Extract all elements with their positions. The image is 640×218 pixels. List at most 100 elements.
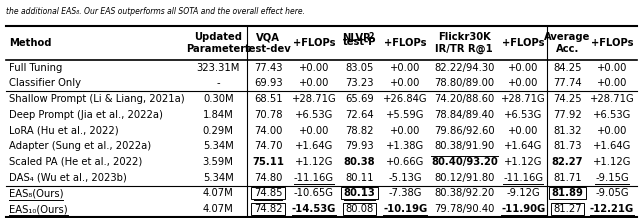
Text: 69.93: 69.93 [254,78,282,89]
Text: EAS₁₀(Ours): EAS₁₀(Ours) [9,204,68,214]
Text: +0.00: +0.00 [299,63,329,73]
Text: Scaled PA (He et al., 2022): Scaled PA (He et al., 2022) [9,157,142,167]
Text: Adapter (Sung et al., 2022a): Adapter (Sung et al., 2022a) [9,141,151,151]
Text: 80.13: 80.13 [344,188,376,198]
Bar [550,203,584,215]
Text: 81.89: 81.89 [552,188,584,198]
Text: 74.82: 74.82 [254,204,282,214]
Text: 83.05: 83.05 [346,63,374,73]
Text: +0.00: +0.00 [508,78,539,89]
Text: 77.74: 77.74 [553,78,582,89]
Text: -5.13G: -5.13G [388,173,422,183]
Bar [549,187,586,199]
Text: +0.00: +0.00 [508,63,539,73]
Text: +0.00: +0.00 [597,78,627,89]
Bar [252,203,285,215]
Text: +FLOPs: +FLOPs [292,38,335,48]
Text: 4.07M: 4.07M [203,204,234,214]
Text: -10.65G: -10.65G [294,188,334,198]
Text: 80.38: 80.38 [344,157,376,167]
Text: 5.34M: 5.34M [203,173,234,183]
Text: +0.00: +0.00 [597,126,627,136]
Text: +1.12G: +1.12G [593,157,632,167]
Text: 78.80/89.00: 78.80/89.00 [435,78,495,89]
Text: -11.16G: -11.16G [294,173,334,183]
Text: 80.38/91.90: 80.38/91.90 [434,141,495,151]
Text: 78.82: 78.82 [346,126,374,136]
Text: LoRA (Hu et al., 2022): LoRA (Hu et al., 2022) [9,126,118,136]
Text: DAS₄ (Wu et al., 2023b): DAS₄ (Wu et al., 2023b) [9,173,127,183]
Text: 0.30M: 0.30M [203,94,234,104]
Text: 79.86/92.60: 79.86/92.60 [434,126,495,136]
Text: 80.08: 80.08 [346,204,374,214]
Text: 323.31M: 323.31M [196,63,240,73]
Bar [252,187,285,199]
Text: 81.27: 81.27 [553,204,582,214]
Text: +6.53G: +6.53G [593,110,631,120]
Text: +FLOPs: +FLOPs [591,38,634,48]
Text: Flickr30K
IR/TR R@1: Flickr30K IR/TR R@1 [435,32,493,54]
Text: +0.00: +0.00 [390,63,420,73]
Text: Method: Method [9,38,51,48]
Text: 65.69: 65.69 [345,94,374,104]
Text: 77.92: 77.92 [553,110,582,120]
Text: +0.00: +0.00 [508,126,539,136]
Text: +1.64G: +1.64G [295,141,333,151]
Text: 79.78/90.40: 79.78/90.40 [434,204,495,214]
Text: -9.05G: -9.05G [595,188,629,198]
Text: -10.19G: -10.19G [383,204,428,214]
Text: Classifier Only: Classifier Only [9,78,81,89]
Text: 0.29M: 0.29M [203,126,234,136]
Text: +26.84G: +26.84G [383,94,428,104]
Text: Deep Prompt (Jia et al., 2022a): Deep Prompt (Jia et al., 2022a) [9,110,163,120]
Text: Updated
Parameters: Updated Parameters [186,32,251,54]
Text: -9.12G: -9.12G [506,188,540,198]
Text: +28.71G: +28.71G [292,94,336,104]
Text: 80.12/91.80: 80.12/91.80 [434,173,495,183]
Text: +1.12G: +1.12G [504,157,543,167]
Text: 2: 2 [368,32,373,41]
Text: -: - [216,78,220,89]
Text: 80.38/92.20: 80.38/92.20 [434,188,495,198]
Text: 1.84M: 1.84M [203,110,234,120]
Text: 74.80: 74.80 [254,173,282,183]
Text: 81.71: 81.71 [553,173,582,183]
Text: Average
Acc.: Average Acc. [544,32,591,54]
Bar [343,203,376,215]
Text: +0.00: +0.00 [299,78,329,89]
Text: 74.85: 74.85 [254,188,282,198]
Text: +1.64G: +1.64G [593,141,631,151]
Text: Shallow Prompt (Li & Liang, 2021a): Shallow Prompt (Li & Liang, 2021a) [9,94,184,104]
Text: -11.90G: -11.90G [501,204,545,214]
Text: 81.32: 81.32 [553,126,582,136]
Text: +1.38G: +1.38G [386,141,424,151]
Text: +FLOPs: +FLOPs [384,38,427,48]
Text: +0.00: +0.00 [597,63,627,73]
Text: 79.93: 79.93 [346,141,374,151]
Text: 77.43: 77.43 [254,63,282,73]
Text: 80.11: 80.11 [346,173,374,183]
Text: VQA
test-dev: VQA test-dev [245,32,292,54]
Text: the additional EAS₈. Our EAS outperforms all SOTA and the overall effect here.: the additional EAS₈. Our EAS outperforms… [6,7,305,15]
Text: 80.40/93.20: 80.40/93.20 [431,157,498,167]
Bar [341,187,378,199]
Text: +0.66G: +0.66G [386,157,424,167]
Text: +1.64G: +1.64G [504,141,543,151]
Text: test-P: test-P [343,37,376,47]
Text: -12.21G: -12.21G [590,204,634,214]
Text: -14.53G: -14.53G [292,204,336,214]
Text: 74.25: 74.25 [553,94,582,104]
Text: 4.07M: 4.07M [203,188,234,198]
Text: EAS₈(Ours): EAS₈(Ours) [9,188,63,198]
Text: 75.11: 75.11 [252,157,284,167]
Text: 73.23: 73.23 [346,78,374,89]
Text: 70.78: 70.78 [254,110,282,120]
Text: 68.51: 68.51 [254,94,282,104]
Text: 81.73: 81.73 [553,141,582,151]
Text: -7.38G: -7.38G [388,188,422,198]
Text: +FLOPs: +FLOPs [502,38,545,48]
Text: +0.00: +0.00 [390,126,420,136]
Text: -9.15G: -9.15G [595,173,629,183]
Text: +0.00: +0.00 [390,78,420,89]
Text: 84.25: 84.25 [553,63,582,73]
